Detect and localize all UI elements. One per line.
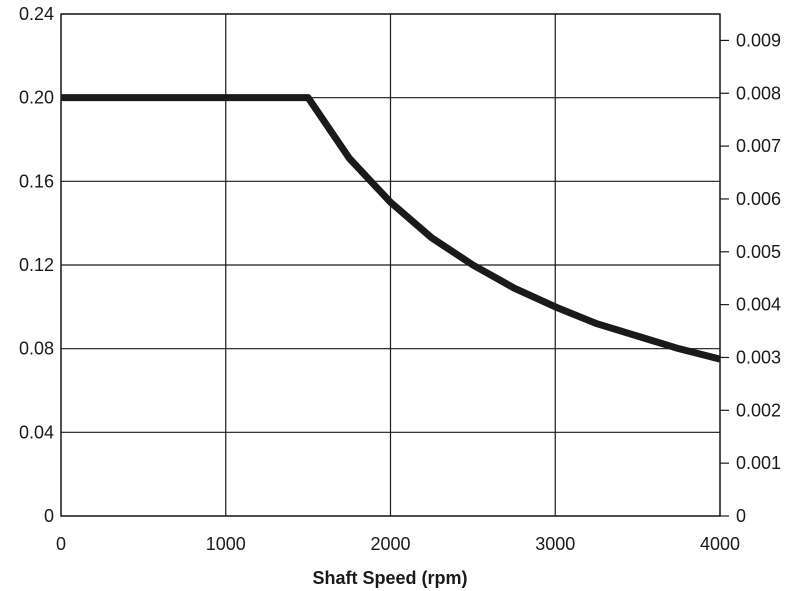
y2-tick-label: 0.003: [736, 347, 781, 367]
labels: 0 1000 2000 3000 4000 0 0.04 0.08 0.12 0.16 0.20 0.…: [19, 4, 781, 554]
y2-tick-label: 0.001: [736, 453, 781, 473]
y2-tick-label: 0: [736, 506, 746, 526]
series-layer: [61, 94, 721, 363]
y-tick-label: 0.12: [19, 255, 54, 275]
y-tick-label: 0.20: [19, 88, 54, 108]
y-tick-label: 0.04: [19, 422, 54, 442]
y-tick-label: 0.08: [19, 339, 54, 359]
x-axis-title: Shaft Speed (rpm): [312, 568, 467, 588]
plot-frame: [60, 13, 721, 517]
y2-tick-label: 0.006: [736, 189, 781, 209]
y-tick-label: 0.24: [19, 4, 54, 24]
x-tick-label: 0: [56, 534, 66, 554]
x-tick-label: 3000: [535, 534, 575, 554]
y-tick-label: 0.16: [19, 171, 54, 191]
y2-tick-label: 0.004: [736, 295, 781, 315]
y2-tick-label: 0.002: [736, 400, 781, 420]
axes: [60, 13, 729, 517]
y2-tick-label: 0.005: [736, 242, 781, 262]
x-tick-label: 1000: [206, 534, 246, 554]
y2-tick-label: 0.008: [736, 83, 781, 103]
y2-tick-label: 0.009: [736, 30, 781, 50]
y2-tick-label: 0.007: [736, 136, 781, 156]
grid: [60, 13, 721, 517]
x-tick-label: 2000: [370, 534, 410, 554]
x-tick-label: 4000: [700, 534, 740, 554]
series-line: [61, 94, 721, 363]
y-tick-label: 0: [44, 506, 54, 526]
